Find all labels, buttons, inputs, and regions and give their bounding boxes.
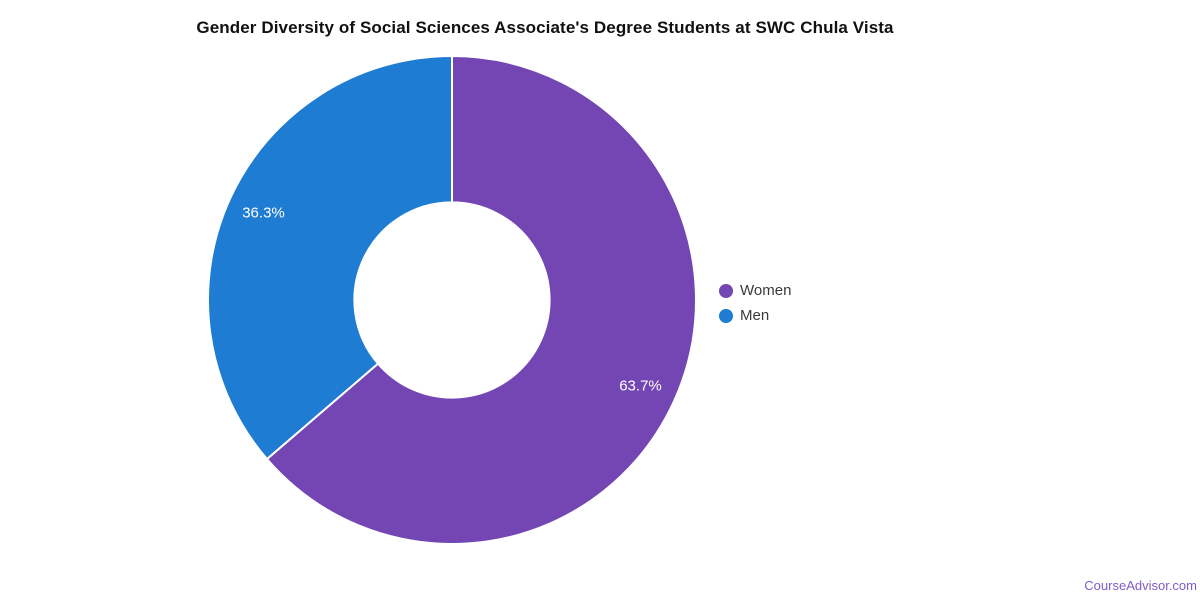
pie-slice-men[interactable] [207,55,453,461]
legend: Women Men [719,278,791,328]
legend-item-women[interactable]: Women [719,278,791,303]
pie-slice-women[interactable] [265,55,697,545]
watermark-link[interactable]: CourseAdvisor.com [1084,578,1197,593]
legend-item-men[interactable]: Men [719,303,791,328]
legend-marker-circle-icon [719,283,733,298]
chart-title: Gender Diversity of Social Sciences Asso… [196,18,894,37]
slice-percent-label: 36.3% [242,204,285,221]
legend-marker-circle-icon [719,308,733,323]
slice-percent-label: 63.7% [619,377,662,394]
legend-label: Men [740,307,770,324]
donut-chart: 63.7% 36.3% [207,55,697,545]
legend-label: Women [740,282,792,299]
